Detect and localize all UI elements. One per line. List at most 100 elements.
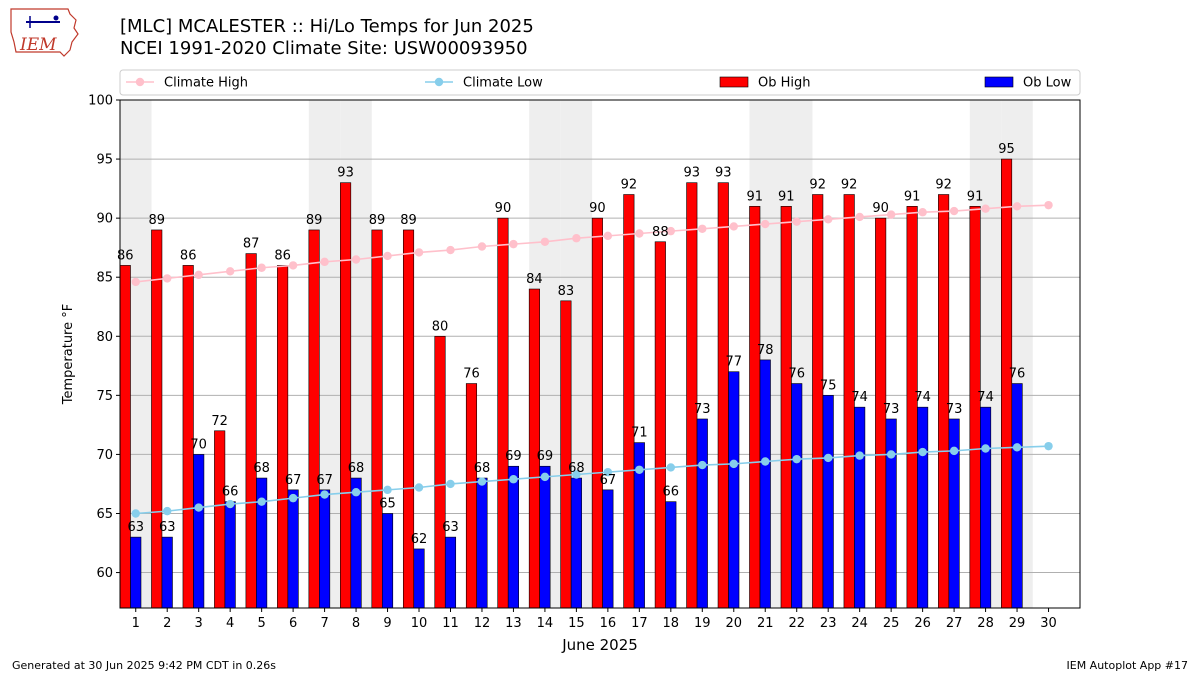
ob-low-bar: [193, 454, 205, 609]
climate-low-point: [194, 503, 203, 512]
ob-high-bar: [214, 430, 226, 609]
x-tick-label: 19: [694, 616, 711, 631]
climate-low-point: [131, 509, 140, 518]
y-tick-label: 80: [96, 330, 113, 345]
y-tick-label: 65: [96, 507, 113, 522]
climate-low-line: [135, 445, 1049, 515]
ob-low-label: 75: [820, 378, 837, 393]
legend-frame: [119, 69, 1081, 96]
ob-high-label: 86: [274, 248, 291, 263]
ob-low-label: 69: [537, 449, 554, 464]
x-tick-label: 12: [474, 616, 491, 631]
app-credit: IEM Autoplot App #17: [1066, 659, 1189, 672]
ob-low-bar: [507, 465, 519, 609]
ob-high-bar: [654, 241, 666, 609]
ob-high-label: 90: [495, 201, 512, 216]
climate-high-point: [855, 212, 864, 222]
y-tick-label: 70: [96, 448, 113, 463]
climate-low-point: [918, 447, 927, 457]
x-tick-label: 6: [289, 616, 297, 631]
y-tick-label: 100: [88, 94, 113, 109]
climate-low-point: [509, 475, 518, 484]
x-tick-label: 23: [820, 616, 837, 631]
x-tick-label: 16: [600, 616, 617, 631]
ob-low-bar: [791, 383, 803, 609]
climate-high-point: [131, 277, 140, 287]
ob-high-label: 93: [337, 166, 354, 181]
x-tick-label: 22: [788, 616, 805, 631]
ob-low-bar: [885, 418, 897, 609]
ob-low-label: 68: [253, 461, 270, 476]
ob-high-label: 90: [872, 201, 889, 216]
y-tick-label: 90: [96, 212, 113, 227]
climate-low-point: [729, 459, 738, 469]
climate-low-point: [446, 479, 455, 489]
ob-low-label: 62: [411, 532, 428, 547]
climate-lines: [131, 200, 1053, 518]
ob-low-bar: [665, 501, 677, 609]
climate-low-point: [886, 450, 896, 459]
climate-high-point: [194, 270, 203, 280]
x-tick-label: 15: [568, 616, 585, 631]
climate-low-point: [792, 454, 801, 464]
climate-low-point: [320, 490, 329, 499]
ob-low-label: 68: [348, 461, 365, 476]
climate-low-point: [666, 463, 676, 472]
title-line-1: [MLC] MCALESTER :: Hi/Lo Temps for Jun 2…: [120, 16, 534, 37]
ob-high-label: 86: [180, 248, 197, 263]
climate-low-point: [383, 485, 392, 495]
climate-high-point: [823, 215, 833, 224]
climate-low-point: [163, 506, 172, 516]
ob-low-bar: [570, 477, 582, 609]
x-tick-label: 17: [631, 616, 648, 631]
ob-high-label: 92: [841, 178, 858, 193]
generated-timestamp: Generated at 30 Jun 2025 9:42 PM CDT in …: [12, 659, 277, 672]
y-tick-label: 75: [96, 389, 113, 404]
ob-low-bar: [224, 501, 236, 609]
x-tick-label: 30: [1040, 616, 1057, 631]
climate-high-point: [163, 274, 172, 283]
climate-high-point: [257, 263, 266, 272]
ob-high-label: 91: [778, 189, 795, 204]
ob-low-bar: [1011, 383, 1023, 609]
climate-low-point: [603, 467, 613, 477]
climate-high-point: [792, 217, 801, 226]
ob-high-bar: [686, 182, 698, 609]
ob-low-label: 69: [505, 449, 522, 464]
ob-low-label: 68: [474, 461, 491, 476]
ob-high-bar: [749, 206, 761, 609]
climate-low-point: [572, 470, 581, 479]
climate-high-point: [351, 255, 361, 264]
climate-low-point: [981, 444, 990, 453]
y-tick-label: 60: [96, 566, 113, 581]
ob-low-bar: [602, 489, 614, 609]
ob-low-label: 76: [1009, 367, 1026, 382]
ob-low-label: 65: [379, 496, 396, 511]
ob-low-bar: [381, 513, 394, 609]
chart-title: [MLC] MCALESTER :: Hi/Lo Temps for Jun 2…: [120, 16, 534, 60]
x-tick-label: 14: [537, 616, 554, 631]
legend-ob-low-swatch: [984, 76, 1014, 88]
ob-high-label: 93: [684, 166, 701, 181]
ob-low-label: 73: [883, 402, 900, 417]
y-tick-label: 95: [96, 153, 113, 168]
x-tick-label: 2: [163, 616, 171, 631]
ob-high-bar: [497, 217, 509, 609]
climate-high-point: [981, 204, 990, 213]
ob-high-bar: [245, 253, 257, 609]
ob-high-label: 92: [935, 178, 952, 193]
climate-low-point: [698, 460, 707, 470]
x-tick-label: 4: [226, 616, 234, 631]
y-tick-label: 85: [96, 271, 113, 286]
ob-high-bar: [1001, 158, 1013, 609]
ob-low-bar: [444, 536, 457, 609]
ob-high-bar: [465, 383, 478, 609]
plot-frame: [119, 99, 1081, 609]
climate-high-point: [1044, 200, 1053, 210]
ob-high-label: 88: [652, 225, 669, 240]
ob-high-bar: [434, 335, 446, 609]
ob-low-label: 70: [190, 437, 207, 452]
x-tick-label: 13: [505, 616, 522, 631]
x-tick-label: 5: [257, 616, 265, 631]
